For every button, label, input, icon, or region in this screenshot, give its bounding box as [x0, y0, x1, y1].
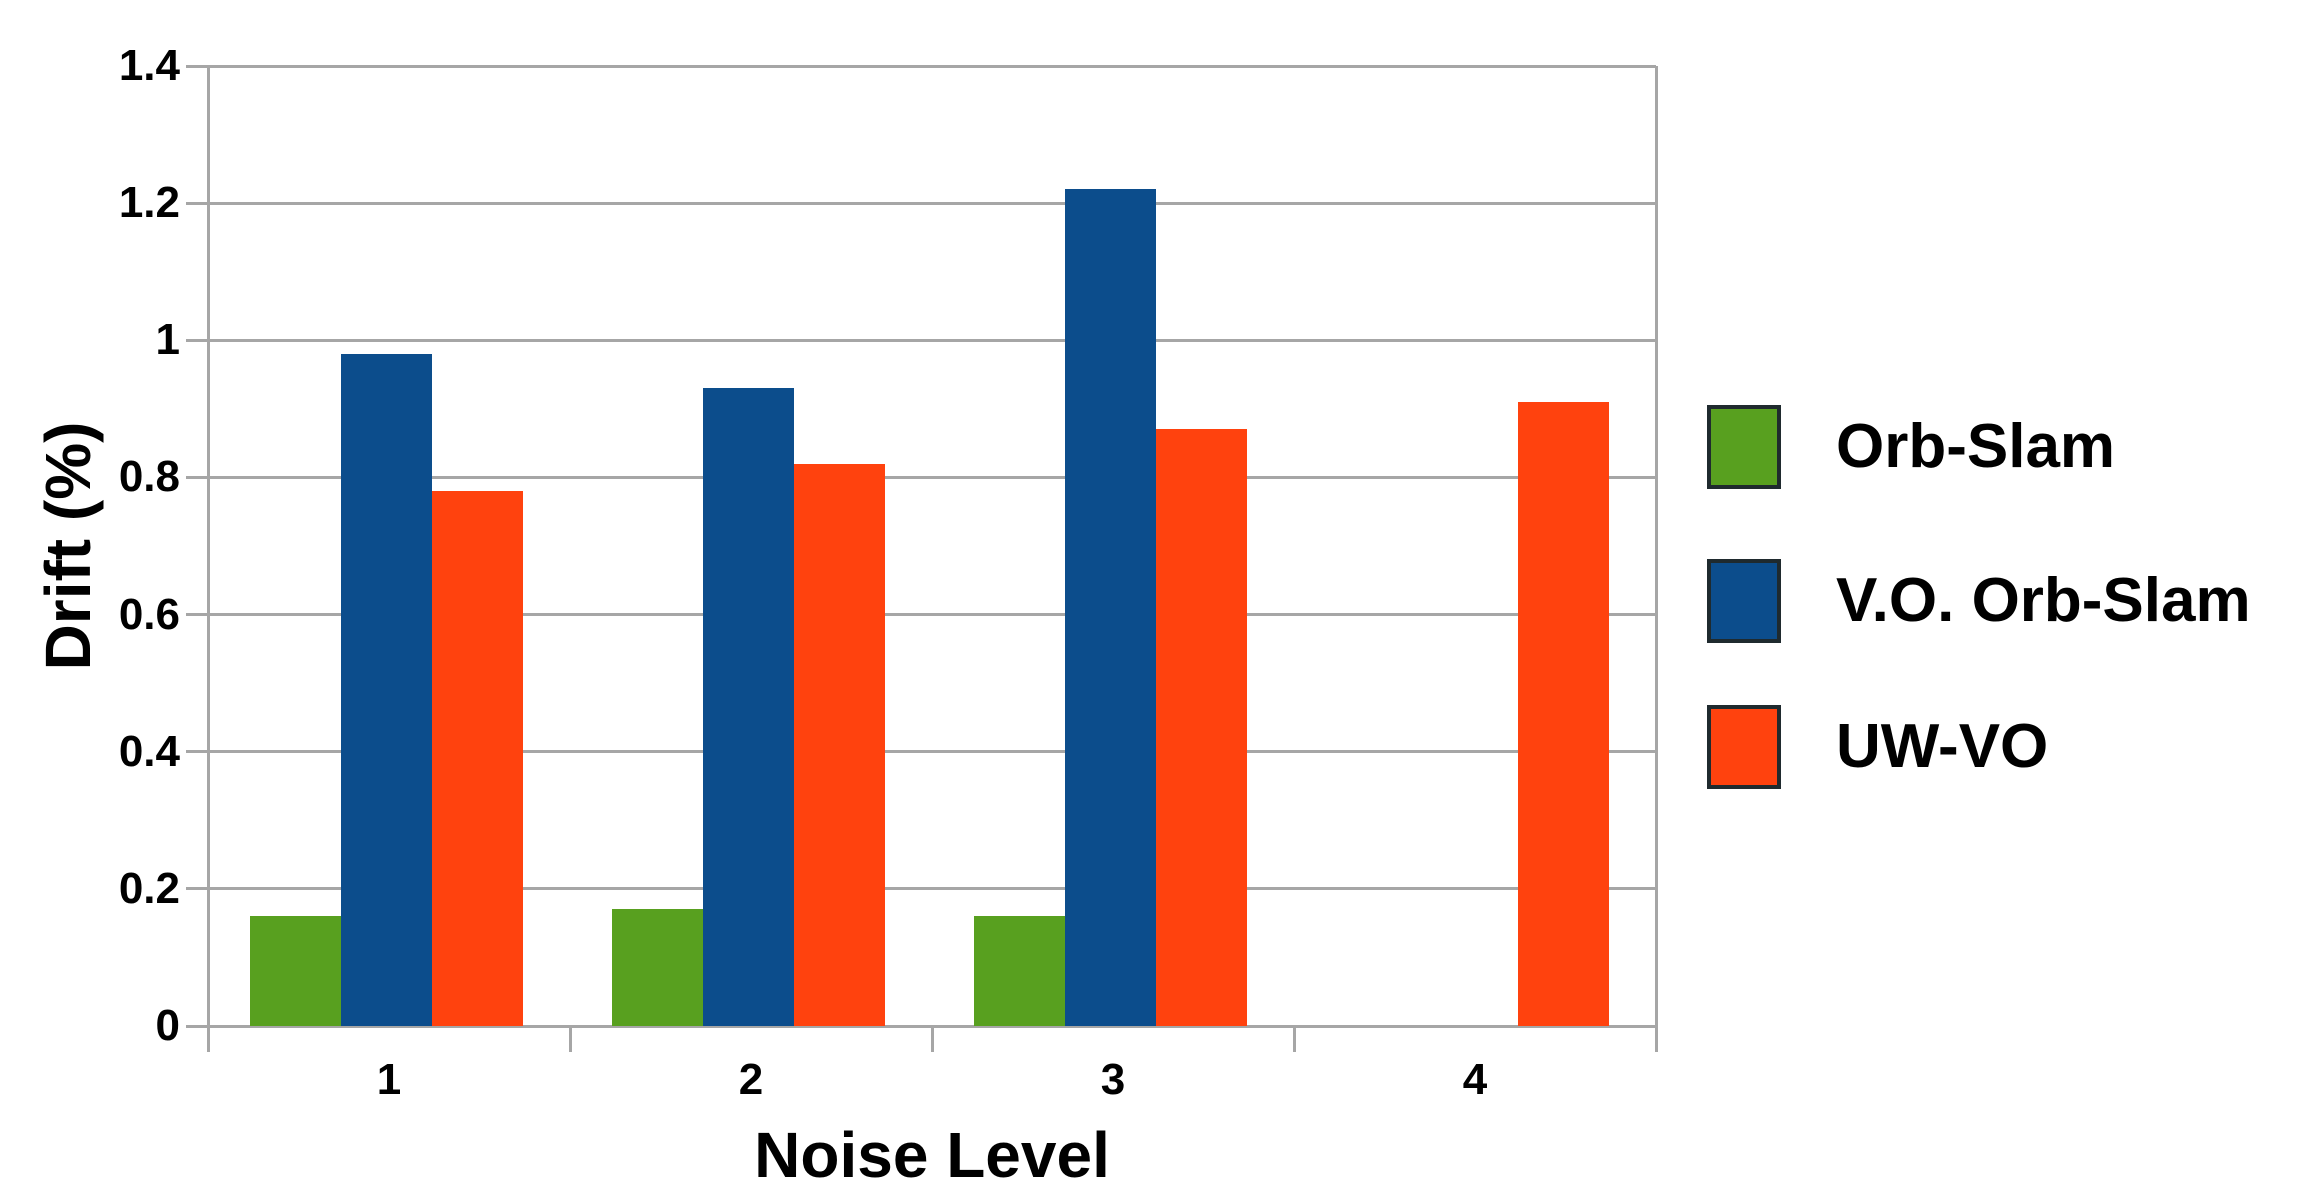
y-tick [186, 338, 208, 342]
y-tick [186, 475, 208, 479]
x-tick [930, 1026, 934, 1052]
x-tick [568, 1026, 572, 1052]
y-tick-label: 1 [155, 315, 180, 365]
x-tick-label: 2 [738, 1055, 764, 1104]
bar-v-o-orb-slam-noise-3 [1065, 189, 1156, 1026]
legend-label: Orb-Slam [1836, 412, 2116, 481]
y-tick [186, 201, 208, 205]
y-tick [186, 887, 208, 891]
bar-uw-vo-noise-1 [432, 491, 523, 1026]
y-tick-label: 0 [155, 1001, 180, 1050]
x-tick-label: 3 [1100, 1055, 1126, 1104]
y-tick [186, 1024, 208, 1028]
legend-label: V.O. Orb-Slam [1836, 566, 2251, 635]
x-tick-label: 1 [376, 1055, 402, 1104]
bar-uw-vo-noise-3 [1156, 429, 1247, 1026]
gridline [208, 338, 1656, 342]
gridline [208, 613, 1656, 617]
y-tick [186, 613, 208, 617]
x-axis-title: Noise Level [754, 1119, 1110, 1191]
gridline [208, 750, 1656, 754]
bar-uw-vo-noise-4 [1518, 402, 1609, 1026]
plot-right-border [1654, 66, 1658, 1052]
y-axis-line [206, 66, 210, 1052]
gridline [208, 887, 1656, 891]
bar-orb-slam-noise-3 [974, 916, 1065, 1026]
y-tick-label: 0.6 [118, 589, 180, 639]
bar-v-o-orb-slam-noise-1 [341, 354, 432, 1026]
y-tick-label: 0.8 [118, 452, 180, 502]
legend-label: UW-VO [1836, 712, 2049, 781]
legend-swatch-uw-vo [1707, 705, 1781, 789]
x-tick [1292, 1026, 1296, 1052]
legend-swatch-v-o-orb-slam [1707, 559, 1781, 643]
gridline [208, 475, 1656, 479]
x-tick-label: 4 [1462, 1055, 1488, 1104]
bar-uw-vo-noise-2 [794, 463, 885, 1026]
gridline [208, 64, 1656, 68]
y-tick-label: 1.4 [118, 41, 180, 90]
y-tick-label: 1.2 [118, 178, 180, 228]
bar-v-o-orb-slam-noise-2 [703, 388, 794, 1026]
bar-orb-slam-noise-2 [612, 909, 703, 1026]
gridline [208, 201, 1656, 205]
y-tick [186, 64, 208, 68]
bar-orb-slam-noise-1 [250, 916, 341, 1026]
y-tick-label: 0.2 [118, 863, 180, 913]
y-tick-label: 0.4 [118, 726, 180, 776]
y-tick [186, 750, 208, 754]
legend-swatch-orb-slam [1707, 405, 1781, 489]
